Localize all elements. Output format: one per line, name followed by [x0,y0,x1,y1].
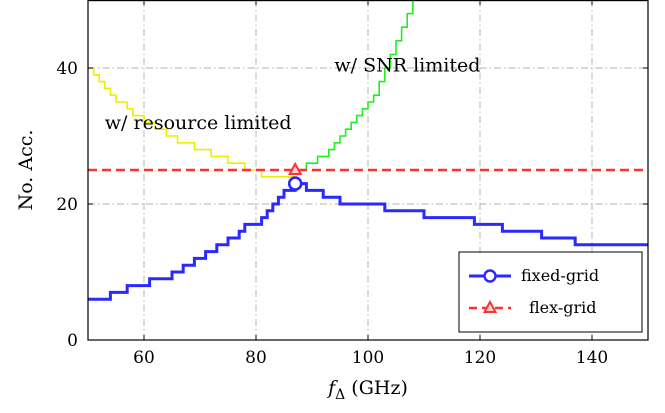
ticks: 60 80 100 120 140 0 20 40 [56,0,648,368]
x-axis-label: fΔ (GHz) [326,377,408,403]
series-line-snr-limited [295,0,414,171]
legend-label-flex-grid: flex-grid [529,298,597,317]
series-line-resource-limited [88,67,296,178]
legend: fixed-grid flex-grid [458,251,643,333]
series-layer [88,0,648,301]
y-tick-label-20: 20 [56,195,78,215]
x-tick-label-100: 100 [352,348,384,368]
y-tick-label-40: 40 [56,59,78,79]
x-tick-label-80: 80 [245,348,267,368]
x-axis-label-symbol: f [326,377,338,399]
x-axis-label-subscript: Δ [335,387,345,403]
x-axis-label-unit: (GHz) [345,377,408,399]
legend-box [458,251,643,333]
x-tick-label-60: 60 [133,348,155,368]
legend-label-fixed-grid: fixed-grid [521,266,599,285]
annotation-snr-limited: w/ SNR limited [334,54,480,76]
flex-grid-marker [288,161,303,175]
y-tick-label-0: 0 [67,331,78,351]
x-tick-label-120: 120 [464,348,496,368]
x-tick-label-140: 140 [576,348,608,368]
annotation-resource-limited: w/ resource limited [105,112,292,134]
series-line-fixed-grid [88,182,648,301]
fixed-grid-marker [287,176,303,191]
legend-marker-triangle [482,299,498,313]
y-axis-label: No. Acc. [15,130,37,211]
legend-marker-circle [483,269,497,283]
